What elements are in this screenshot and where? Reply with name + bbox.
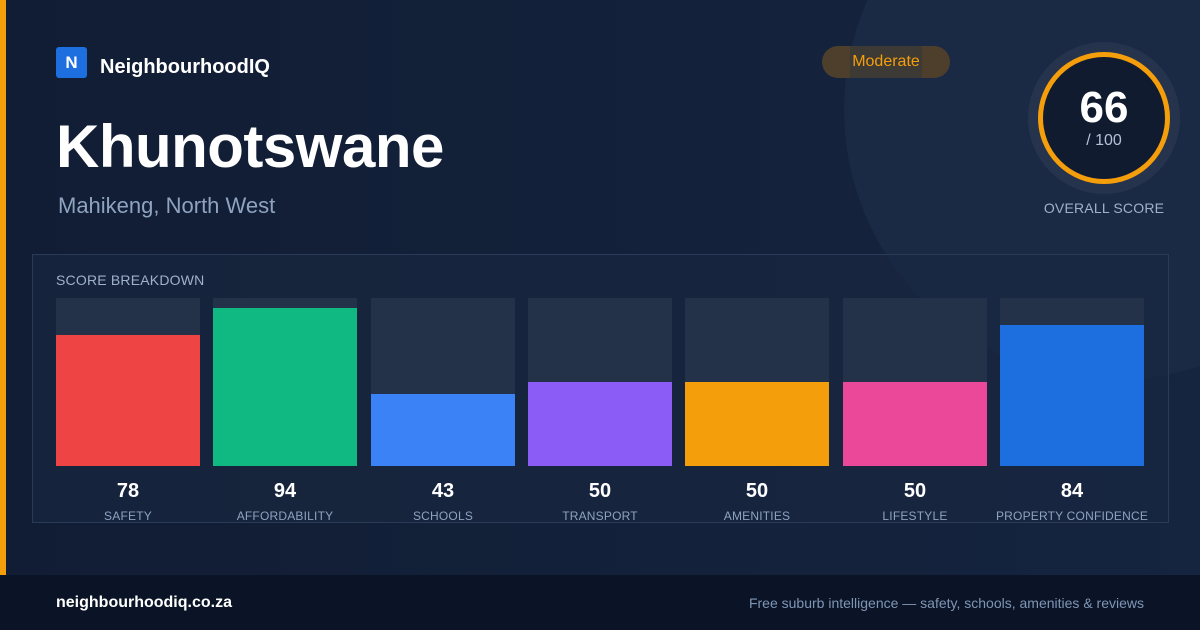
score-bar-track bbox=[528, 298, 672, 466]
overall-score-max: / 100 bbox=[1086, 132, 1122, 149]
score-bar-safety bbox=[56, 335, 200, 466]
score-bar-track bbox=[371, 298, 515, 466]
brand-name: NeighbourhoodIQ bbox=[100, 56, 270, 78]
brand: N NeighbourhoodIQ bbox=[56, 46, 270, 79]
suburb-location: Mahikeng, North West bbox=[58, 193, 276, 218]
score-bar-value: 50 bbox=[588, 480, 612, 502]
score-bar-transport bbox=[528, 382, 672, 466]
rating-badge: Moderate bbox=[822, 46, 950, 78]
score-bar-value: 78 bbox=[116, 480, 140, 502]
page-title: Khunotswane bbox=[56, 113, 444, 180]
score-bar-value: 94 bbox=[273, 480, 297, 502]
score-bar-label: AMENITIES bbox=[723, 509, 791, 523]
brand-logo-icon: N bbox=[56, 47, 87, 78]
score-bar-track bbox=[1000, 298, 1144, 466]
score-bar-track bbox=[56, 298, 200, 466]
score-bar-value: 50 bbox=[745, 480, 769, 502]
score-bar-track bbox=[213, 298, 357, 466]
score-bar-label: TRANSPORT bbox=[562, 509, 638, 523]
score-bar-lifestyle bbox=[843, 382, 987, 466]
score-bar-schools bbox=[371, 394, 515, 466]
score-bar-amenities bbox=[685, 382, 829, 466]
score-bar-label: PROPERTY CONFIDENCE bbox=[995, 509, 1149, 523]
score-bar-track bbox=[843, 298, 987, 466]
score-bar-label: SAFETY bbox=[104, 509, 152, 523]
score-bar-value: 84 bbox=[1060, 480, 1084, 502]
score-bar-affordability bbox=[213, 308, 357, 466]
footer-site-link[interactable]: neighbourhoodiq.co.za bbox=[56, 593, 232, 611]
rating-badge-label: Moderate bbox=[852, 53, 920, 70]
score-bar-label: SCHOOLS bbox=[412, 509, 474, 523]
overall-score-caption: OVERALL SCORE bbox=[1043, 200, 1165, 216]
score-bar-property-confidence bbox=[1000, 325, 1144, 466]
score-bar-label: AFFORDABILITY bbox=[236, 509, 334, 523]
score-ring bbox=[1038, 52, 1170, 184]
accent-stripe bbox=[0, 0, 6, 575]
footer-tagline: Free suburb intelligence — safety, schoo… bbox=[748, 594, 1144, 611]
score-bar-value: 43 bbox=[431, 480, 455, 502]
overall-score-value: 66 bbox=[1079, 83, 1129, 132]
score-breakdown-title: SCORE BREAKDOWN bbox=[56, 272, 205, 288]
score-bar-track bbox=[685, 298, 829, 466]
score-bar-label: LIFESTYLE bbox=[882, 509, 948, 523]
footer: neighbourhoodiq.co.za Free suburb intell… bbox=[0, 575, 1200, 630]
score-bar-value: 50 bbox=[903, 480, 927, 502]
